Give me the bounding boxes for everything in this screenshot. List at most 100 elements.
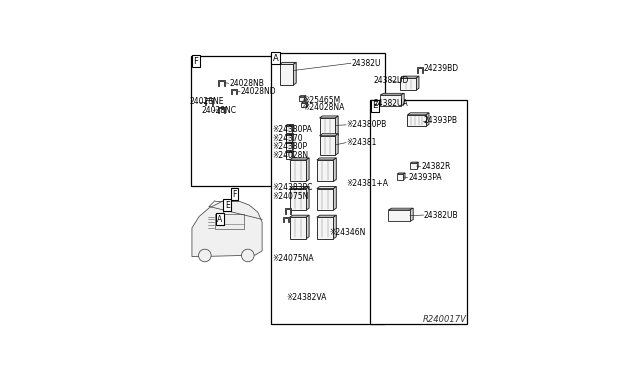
Polygon shape — [306, 187, 309, 210]
Polygon shape — [317, 187, 336, 189]
Text: A: A — [217, 215, 222, 224]
Polygon shape — [319, 134, 338, 136]
Polygon shape — [410, 208, 413, 221]
Polygon shape — [285, 125, 294, 126]
Text: ※24075NA: ※24075NA — [272, 254, 314, 263]
Text: ※24380PB: ※24380PB — [347, 121, 387, 129]
Polygon shape — [403, 173, 405, 180]
Polygon shape — [333, 215, 336, 239]
Polygon shape — [285, 134, 294, 135]
Bar — [215, 214, 243, 230]
Polygon shape — [280, 64, 293, 85]
Text: 24028ND: 24028ND — [241, 87, 276, 96]
Polygon shape — [317, 189, 333, 210]
Polygon shape — [285, 208, 291, 214]
Text: E: E — [225, 201, 230, 209]
Text: ※24370: ※24370 — [272, 134, 303, 143]
Polygon shape — [401, 76, 419, 78]
Polygon shape — [218, 106, 225, 113]
Polygon shape — [299, 96, 306, 97]
Polygon shape — [306, 215, 309, 239]
Text: 24382R: 24382R — [421, 162, 451, 171]
Text: 24382UB: 24382UB — [424, 211, 459, 219]
Polygon shape — [335, 134, 338, 155]
Polygon shape — [333, 158, 336, 182]
Polygon shape — [292, 125, 294, 132]
Polygon shape — [417, 162, 418, 169]
Polygon shape — [416, 76, 419, 90]
Polygon shape — [319, 116, 338, 118]
Polygon shape — [388, 210, 410, 221]
Polygon shape — [292, 134, 294, 142]
Polygon shape — [218, 80, 225, 86]
Text: F: F — [193, 57, 198, 66]
Text: 24028NE: 24028NE — [189, 97, 224, 106]
Text: 24239BD: 24239BD — [424, 64, 459, 74]
Polygon shape — [335, 116, 338, 137]
Bar — [271, 53, 385, 324]
Polygon shape — [301, 103, 306, 107]
Polygon shape — [299, 97, 304, 101]
Polygon shape — [290, 215, 309, 217]
Circle shape — [198, 249, 211, 262]
Text: ※24028NA: ※24028NA — [303, 103, 345, 112]
Text: 24382UD: 24382UD — [374, 76, 409, 85]
Polygon shape — [285, 126, 292, 132]
Polygon shape — [280, 62, 296, 64]
Text: ※24028N: ※24028N — [272, 151, 308, 160]
Polygon shape — [301, 102, 308, 103]
Polygon shape — [426, 113, 429, 126]
Text: E: E — [372, 101, 378, 110]
Text: 24393PA: 24393PA — [408, 173, 442, 182]
Polygon shape — [317, 217, 333, 239]
Polygon shape — [283, 217, 289, 222]
Text: ※24382VA: ※24382VA — [287, 293, 327, 302]
Polygon shape — [388, 208, 413, 210]
Text: 24382UA: 24382UA — [374, 99, 408, 108]
Polygon shape — [292, 142, 294, 150]
Polygon shape — [304, 96, 306, 101]
Text: A: A — [273, 54, 279, 63]
Polygon shape — [401, 93, 404, 106]
Polygon shape — [397, 173, 405, 174]
Polygon shape — [285, 151, 294, 152]
Polygon shape — [290, 187, 309, 189]
Polygon shape — [317, 158, 336, 160]
Text: ※24381+A: ※24381+A — [347, 179, 388, 188]
Polygon shape — [285, 142, 294, 144]
Text: ※24383PC: ※24383PC — [272, 183, 312, 192]
Polygon shape — [380, 95, 401, 106]
Polygon shape — [192, 201, 262, 257]
Text: 24028NC: 24028NC — [202, 106, 237, 115]
Text: 24393PB: 24393PB — [424, 116, 458, 125]
Text: ※24075N: ※24075N — [272, 192, 308, 201]
Polygon shape — [317, 160, 333, 182]
Polygon shape — [290, 189, 306, 210]
Polygon shape — [380, 93, 404, 95]
Text: R240017V: R240017V — [423, 315, 467, 324]
Polygon shape — [319, 118, 335, 137]
Polygon shape — [285, 135, 292, 142]
Text: F: F — [232, 190, 237, 199]
Polygon shape — [417, 67, 423, 73]
Bar — [369, 100, 467, 324]
Polygon shape — [410, 163, 417, 169]
Polygon shape — [401, 78, 416, 90]
Text: ※24381: ※24381 — [347, 138, 377, 147]
Text: ※24380P: ※24380P — [272, 142, 307, 151]
Polygon shape — [408, 113, 429, 115]
Text: ※25465M: ※25465M — [303, 96, 341, 105]
Polygon shape — [290, 158, 309, 160]
Bar — [191, 56, 275, 186]
Polygon shape — [306, 158, 309, 182]
Text: ※24380PA: ※24380PA — [272, 125, 312, 134]
Polygon shape — [317, 215, 336, 217]
Polygon shape — [333, 187, 336, 210]
Polygon shape — [306, 102, 308, 107]
Circle shape — [241, 249, 254, 262]
Polygon shape — [285, 152, 292, 159]
Polygon shape — [293, 62, 296, 85]
Polygon shape — [408, 115, 426, 126]
Text: 24382U: 24382U — [351, 59, 381, 68]
Polygon shape — [397, 174, 403, 180]
